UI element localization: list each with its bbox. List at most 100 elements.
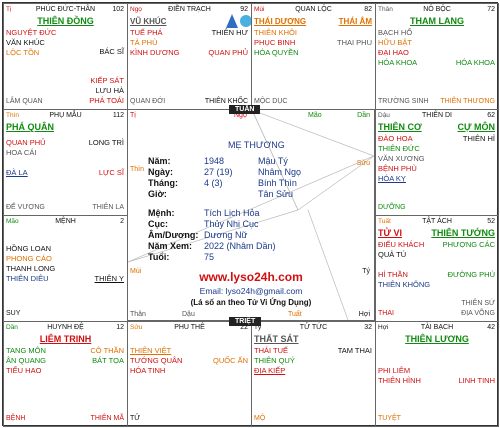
star: QUẢ TÚ [378, 250, 407, 259]
star: VĂN XƯƠNG [378, 154, 425, 163]
star: THIÊN ĐỨC [378, 144, 420, 153]
life-stage: BỆNH [6, 415, 26, 422]
palace-age: 32 [364, 324, 372, 331]
main-star: THIÊN ĐỒNG [37, 16, 94, 26]
star: HÓA TINH [130, 366, 166, 375]
main-star: THẤT SÁT [254, 334, 299, 344]
palace-branch: Tị [6, 6, 12, 13]
palace-branch: Tý [254, 324, 262, 331]
spacer [95, 254, 124, 264]
palace-ngo[interactable]: Ngọ ĐIỀN TRẠCH 92 VŨ KHÚC TUẾ PHÁ TẢ PHÙ… [127, 3, 252, 110]
star: HOA CÁI [6, 148, 37, 157]
star: THIÊN DIÊU [6, 274, 49, 283]
palace-suu[interactable]: Sửu PHU THÊ 22 THIÊN VIỆT TƯỚNG QUÂN HÓA… [127, 321, 252, 427]
site-link[interactable]: www.lyso24h.com [199, 270, 303, 284]
dir-label: Tý [362, 268, 370, 275]
left-stars: THIÊN VIỆT TƯỚNG QUÂN HÓA TINH [130, 346, 182, 376]
palace-ty[interactable]: Tý TỬ TỨC 32 THẤT SÁT THÁI TUẾ THIÊN QUÝ… [251, 321, 376, 427]
palace-age: 62 [487, 112, 495, 119]
info-value: 27 (19) [204, 167, 233, 177]
star: ĐỊA KIẾP [254, 366, 286, 375]
spacer [95, 244, 124, 254]
dir-label: Tuất [288, 311, 302, 318]
info-value: 1948 [204, 156, 225, 166]
palace-name: QUAN LỘC [295, 6, 332, 13]
info-day: Ngày: 27 (19) Nhâm Ngọ [148, 167, 301, 177]
slogan: (Lá số an theo Tử Vi Ứng Dụng) [190, 298, 312, 307]
star: THÁI TUẾ [254, 346, 289, 355]
palace-branch: Hợi [378, 324, 389, 331]
main-star: PHÁ QUÂN [6, 122, 55, 132]
palace-name: TỬ TỨC [299, 324, 328, 331]
triet-tag: TRIỆT [229, 317, 262, 326]
dir-label: Hợi [358, 311, 370, 318]
left-stars: TUẾ PHÁ TẢ PHÙ KÌNH DƯƠNG [130, 28, 180, 58]
star: THANH LONG [6, 264, 56, 273]
palace-age: 52 [487, 218, 495, 225]
right-stars: LONG TRÌ LỰC SĨ [89, 138, 124, 178]
palace-name: NÔ BỘC [423, 6, 451, 13]
star: KÌNH DƯƠNG [130, 48, 180, 57]
star: TAM THAI [337, 346, 372, 355]
star: LỘC TỒN [6, 48, 40, 57]
palace-branch: Ngọ [130, 6, 142, 13]
star: BỆNH PHÙ [378, 164, 417, 173]
palace-branch: Tuất [378, 218, 391, 225]
star: LINH TINH [458, 376, 495, 385]
spacer [378, 260, 430, 270]
dir-label: Mùi [130, 268, 142, 275]
palace-dan[interactable]: Dần HUYNH ĐỆ 12 LIÊM TRINH TANG MÔN ÂN Q… [3, 321, 128, 427]
star: PHỤC BINH [254, 38, 296, 47]
star: ÂN QUANG [6, 356, 47, 365]
info-value: Tích Lịch Hỏa [204, 208, 260, 218]
palace-thin[interactable]: Thìn PHỤ MẪU 112 PHÁ QUÂN QUAN PHỦ HOA C… [3, 109, 128, 216]
main-star: THAM LANG [410, 16, 464, 26]
palace-mao[interactable]: Mão MỆNH 2 HỒNG LOAN PHONG CÁO THANH LON… [3, 215, 128, 322]
email-link[interactable]: Email: lyso24h@gmail.com [199, 286, 303, 296]
palace-dau[interactable]: Dậu THIÊN DI 62 THIÊN CƠ CỰ MÔN ĐÀO HOA … [375, 109, 499, 216]
life-stage: SUY [6, 310, 21, 317]
main-star: THIÊN CƠ [378, 122, 422, 132]
star: HỈ THẦN [378, 270, 408, 279]
palace-tuat[interactable]: Tuất TẬT ÁCH 52 TỬ VI THIÊN TƯỚNG ĐIẾU K… [375, 215, 499, 322]
info-value: Thủy Nhị Cục [204, 219, 259, 229]
palace-name: ĐIỀN TRẠCH [168, 6, 211, 13]
dir-label: Ngọ [234, 112, 247, 119]
info-label: Năm Xem: [148, 241, 193, 251]
palace-mui[interactable]: Mùi QUAN LỘC 82 THÁI DƯƠNG THÁI ÂM THIÊN… [251, 3, 376, 110]
palace-than[interactable]: Thân NÔ BỘC 72 THAM LANG BẠCH HỔ HỮU BẬT… [375, 3, 499, 110]
star: LƯU HÀ [95, 86, 125, 95]
star: THAI PHU [336, 38, 372, 47]
info-value: 4 (3) [204, 178, 223, 188]
palace-name: PHỤ MẪU [49, 112, 82, 119]
star: ĐÀO HOA [378, 134, 413, 143]
palace-ti[interactable]: Tị PHÚC ĐỨC-THÂN 102 THIÊN ĐỒNG NGUYỆT Đ… [3, 3, 128, 110]
palace-age: 72 [487, 6, 495, 13]
main-star: TỬ VI [378, 228, 402, 238]
dir-label: Sửu [356, 160, 370, 167]
center-panel: Tị Ngọ Mão Dần Thìn Sửu Mùi Tý Thân Dậu … [127, 109, 375, 321]
spacer [95, 264, 124, 274]
tuan-tag: TUẦN [229, 105, 261, 114]
palace-hoi[interactable]: Hợi TÀI BẠCH 42 THIÊN LƯƠNG PHI LIÊM THI… [375, 321, 499, 427]
dir-label: Dần [357, 112, 370, 119]
left-stars: TANG MÔN ÂN QUANG TIỂU HAO [6, 346, 46, 376]
palace-name: THIÊN DI [422, 112, 452, 119]
palace-age: 102 [112, 6, 124, 13]
life-stage: ĐẾ VƯỢNG [6, 204, 45, 211]
star: PHI LIÊM [378, 366, 411, 375]
star: NGUYỆT ĐỨC [6, 28, 57, 37]
star: THIÊN HƯ [211, 28, 248, 37]
info-value-2: Bính Thìn [258, 178, 297, 188]
right-stars: HÓA KHOA [456, 28, 495, 68]
right-stars: THIÊN HỈ [463, 134, 495, 144]
minor-star: THIÊN MÃ [90, 415, 124, 422]
star: THIÊN Y [94, 274, 124, 283]
star: PHÁ TOÁI [89, 96, 124, 105]
palace-name: PHÚC ĐỨC-THÂN [35, 6, 96, 13]
right-stars: CÔ THẦN BÁT TỌA [90, 346, 124, 366]
left-stars: THIÊN KHÔI PHỤC BINH HÓA QUYỀN [254, 28, 299, 58]
info-label: Tuổi: [148, 252, 170, 262]
star: HỮU BẬT [378, 38, 412, 47]
minor-star: THIÊN SỨ ĐỊA VÕNG [461, 300, 495, 317]
